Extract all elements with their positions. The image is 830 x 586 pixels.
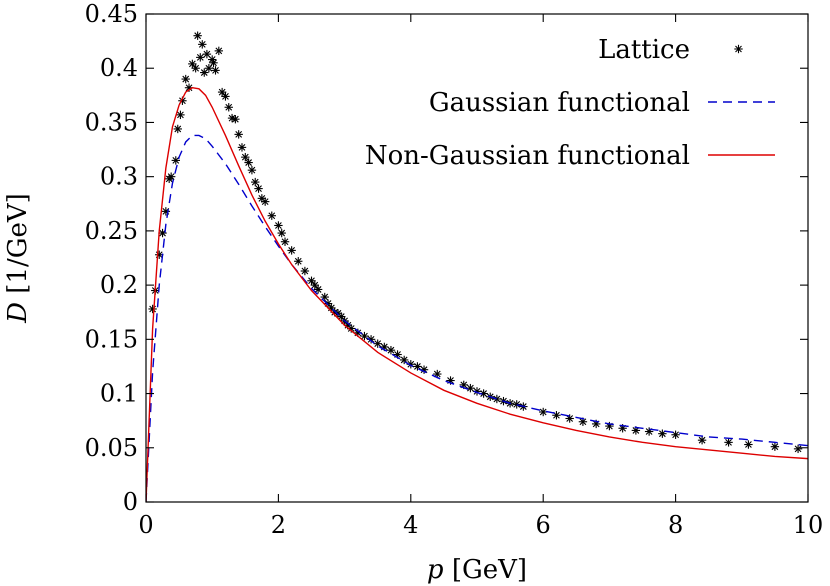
lattice-point [294, 257, 303, 266]
lattice-point [724, 438, 733, 447]
axis-ticks: 0 2 4 6 8 10 0 0.05 0.1 0.15 0.2 0.25 0.3 0.35 0.4 0.45 [85, 0, 824, 539]
lattice-point [310, 280, 320, 290]
y-tick-label: 0.05 [85, 434, 138, 462]
lattice-point [644, 427, 654, 436]
x-tick-label: 4 [403, 511, 418, 539]
legend-label: Gaussian functional [429, 88, 690, 118]
x-axis-variable: p [427, 555, 444, 585]
lattice-point [373, 339, 382, 348]
lattice-point [231, 114, 240, 124]
lattice-point [244, 158, 253, 167]
legend-swatch-lattice [734, 44, 743, 54]
lattice-point [251, 177, 260, 187]
y-tick-label: 0.2 [100, 271, 138, 299]
lattice-point [214, 46, 224, 56]
lattice-point [413, 362, 422, 371]
lattice-point [770, 442, 780, 451]
legend-label: Lattice [598, 35, 690, 65]
lattice-point [173, 124, 182, 134]
y-tick-label: 0.35 [85, 108, 138, 136]
lattice-point [552, 411, 561, 420]
y-tick-label: 0.1 [100, 380, 138, 408]
y-tick-label: 0.3 [100, 163, 138, 191]
lattice-point [196, 53, 205, 62]
lattice-point [466, 383, 475, 393]
lattice-point [337, 312, 346, 321]
lattice-point [188, 59, 197, 69]
plot-frame [145, 13, 809, 503]
lattice-point [224, 103, 233, 112]
lattice-point [793, 444, 803, 454]
lattice-point [193, 31, 202, 40]
legend-item: Gaussian functional [429, 88, 775, 118]
x-tick-label: 0 [138, 511, 153, 539]
lattice-point [512, 400, 521, 409]
lattice-point [386, 345, 396, 355]
lattice-point [148, 304, 157, 314]
y-tick-label: 0.25 [85, 217, 138, 245]
lattice-point [247, 165, 257, 175]
y-tick-label: 0.45 [85, 0, 138, 28]
lattice-point [181, 74, 190, 84]
lattice-point [204, 64, 214, 73]
lattice-point [671, 430, 680, 439]
series-non-gaussian-line [146, 87, 808, 502]
lattice-point [166, 172, 176, 181]
x-tick-label: 8 [668, 511, 683, 539]
lattice-point [267, 211, 276, 220]
lattice-point [209, 58, 218, 67]
lattice-point [274, 221, 283, 230]
lattice-point [217, 87, 227, 97]
legend-label: Non-Gaussian functional [365, 141, 690, 171]
lattice-point [237, 143, 247, 152]
chart-legend: Lattice Gaussian functional Non-Gaussian f… [365, 35, 775, 171]
y-tick-label: 0 [123, 488, 138, 516]
lattice-point [277, 228, 286, 238]
lattice-point [492, 394, 502, 404]
x-axis-label: p [GeV] [427, 555, 527, 585]
lattice-point [307, 276, 316, 285]
lattice-point [744, 440, 753, 449]
lattice-point [198, 40, 207, 49]
lattice-point [176, 110, 185, 120]
y-axis-label: D [1/GeV] [3, 193, 33, 324]
legend-item: Lattice [598, 35, 743, 65]
lattice-point [697, 435, 707, 445]
lattice-point [287, 246, 296, 255]
lattice-point [313, 285, 323, 294]
lattice-point [221, 92, 230, 101]
lattice-point [191, 64, 200, 73]
legend-item: Non-Gaussian functional [365, 141, 775, 171]
x-tick-label: 2 [271, 511, 286, 539]
x-axis-unit: [GeV] [444, 555, 527, 585]
x-tick-label: 10 [793, 511, 824, 539]
y-axis-unit: [1/GeV] [3, 193, 33, 302]
lattice-point [260, 197, 270, 206]
lattice-point [234, 130, 243, 139]
x-tick-label: 6 [536, 511, 551, 539]
lattice-point [300, 266, 310, 276]
lattice-point [254, 184, 263, 193]
y-tick-label: 0.4 [100, 54, 138, 82]
y-tick-label: 0.15 [85, 325, 138, 353]
lattice-point [202, 49, 212, 59]
lattice-point [211, 66, 220, 75]
lattice-point [565, 414, 574, 423]
lattice-point [171, 156, 180, 165]
lattice-point [161, 207, 171, 216]
y-axis-variable: D [3, 302, 33, 324]
lattice-point [280, 237, 290, 246]
plot-series [146, 31, 808, 502]
lattice-point [360, 331, 369, 341]
